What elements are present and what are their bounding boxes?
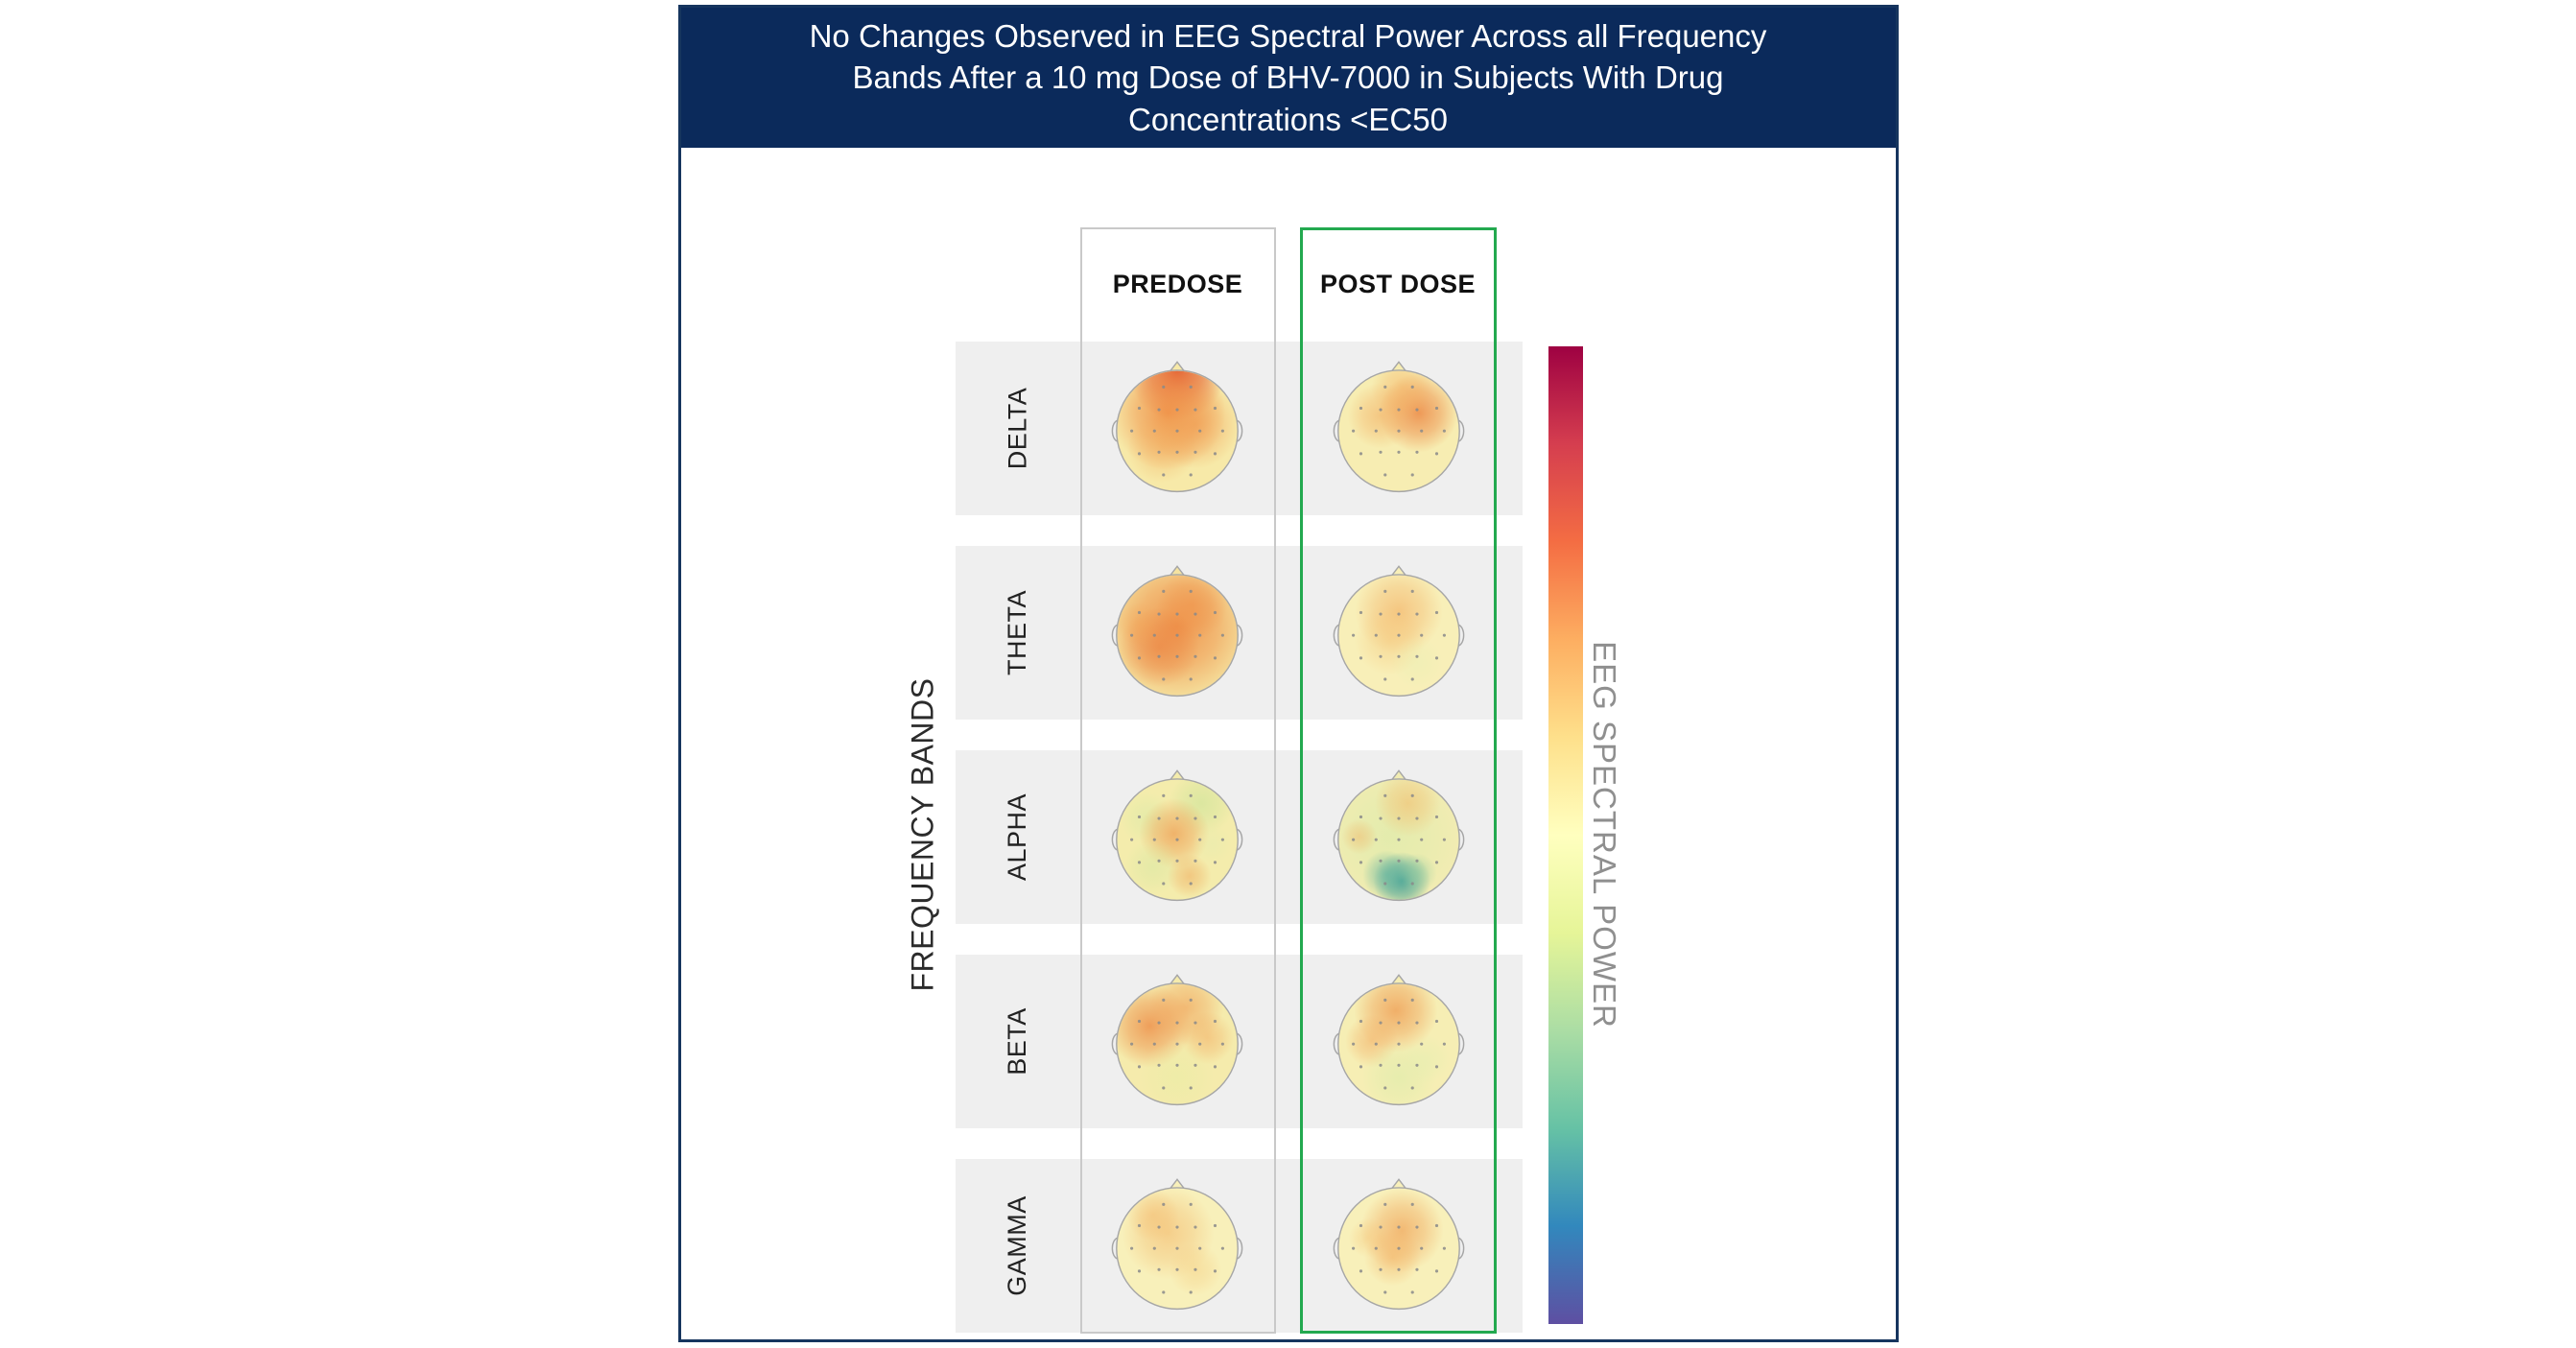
topomap-theta-predose — [1101, 556, 1253, 708]
title-bar: No Changes Observed in EEG Spectral Powe… — [680, 8, 1896, 148]
band-label-alpha: ALPHA — [1002, 792, 1031, 882]
postdose-column-header: POST DOSE — [1319, 270, 1477, 298]
head-outline-icon — [1333, 974, 1464, 1106]
head-outline-icon — [1333, 769, 1464, 902]
band-row-alpha: ALPHA — [955, 750, 1523, 924]
band-label-delta: DELTA — [1003, 387, 1031, 470]
head-outline-icon — [1111, 361, 1242, 493]
head-outline-icon — [1333, 565, 1464, 698]
figure-panel: No Changes Observed in EEG Spectral Powe… — [677, 5, 1899, 1342]
head-outline-icon — [1111, 1178, 1242, 1311]
topomap-theta-postdose — [1323, 556, 1475, 708]
band-row-beta: BETA — [955, 955, 1523, 1128]
head-outline-icon — [1111, 769, 1242, 902]
head-outline-icon — [1333, 1178, 1464, 1311]
band-row-delta: DELTA — [955, 342, 1523, 515]
topomap-gamma-predose — [1101, 1170, 1253, 1321]
topomap-beta-postdose — [1323, 965, 1475, 1117]
topomap-delta-predose — [1101, 352, 1253, 504]
head-outline-icon — [1111, 974, 1242, 1106]
topomap-alpha-postdose — [1323, 761, 1475, 912]
topomap-beta-predose — [1101, 965, 1253, 1117]
head-outline-icon — [1111, 565, 1242, 698]
colorbar — [1548, 346, 1583, 1324]
band-row-gamma: GAMMA — [955, 1159, 1523, 1333]
topomap-alpha-predose — [1101, 761, 1253, 912]
band-label-beta: BETA — [1002, 1007, 1031, 1076]
head-outline-icon — [1333, 361, 1464, 493]
band-label-theta: THETA — [1003, 590, 1031, 675]
band-row-theta: THETA — [955, 546, 1523, 720]
topomap-gamma-postdose — [1323, 1170, 1475, 1321]
predose-column-header: PREDOSE — [1112, 270, 1243, 298]
figure-content: FREQUENCY BANDS PREDOSE POST DOSE EEG SP… — [681, 148, 1896, 1341]
topomap-delta-postdose — [1323, 352, 1475, 504]
figure-title: No Changes Observed in EEG Spectral Powe… — [809, 17, 1767, 137]
band-label-gamma: GAMMA — [1002, 1195, 1031, 1296]
